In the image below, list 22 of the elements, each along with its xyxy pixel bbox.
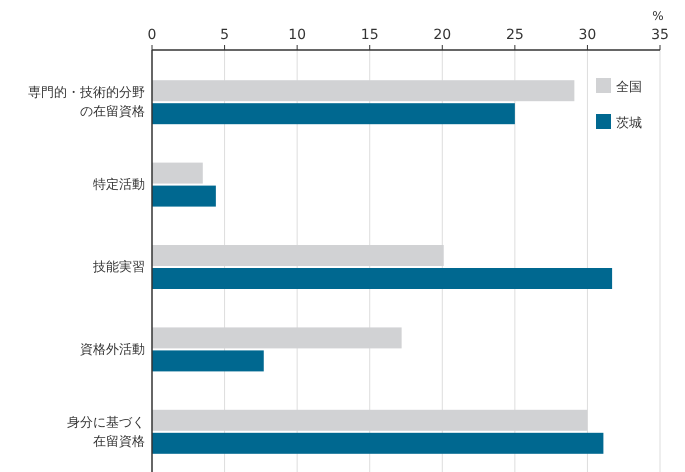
legend-label: 茨城 (616, 116, 642, 131)
y-tick-label: 資格外活動 (80, 342, 145, 358)
x-tick-label: 15 (360, 27, 379, 43)
x-tick-label: 0 (148, 27, 156, 43)
y-tick-label: 特定活動 (93, 178, 145, 193)
x-axis-title: % (652, 9, 664, 23)
y-tick-label: 技能実習 (92, 259, 145, 275)
bar (152, 162, 203, 184)
x-tick-label: 10 (288, 27, 306, 43)
x-tick-label: 5 (220, 27, 230, 43)
y-tick-label: 専門的・技術的分野の在留資格 (28, 86, 145, 120)
bar (152, 103, 515, 124)
x-tick-label: 25 (506, 27, 524, 43)
x-tick-label: 30 (578, 27, 596, 43)
bar (152, 186, 216, 207)
bar (152, 350, 264, 372)
x-tick-label: 20 (433, 27, 452, 43)
x-tick-label: 35 (651, 27, 669, 43)
y-tick-label: 身分に基づく在留資格 (67, 415, 145, 450)
bar (152, 268, 612, 289)
legend-label: 全国 (616, 80, 642, 95)
bar (152, 432, 604, 454)
